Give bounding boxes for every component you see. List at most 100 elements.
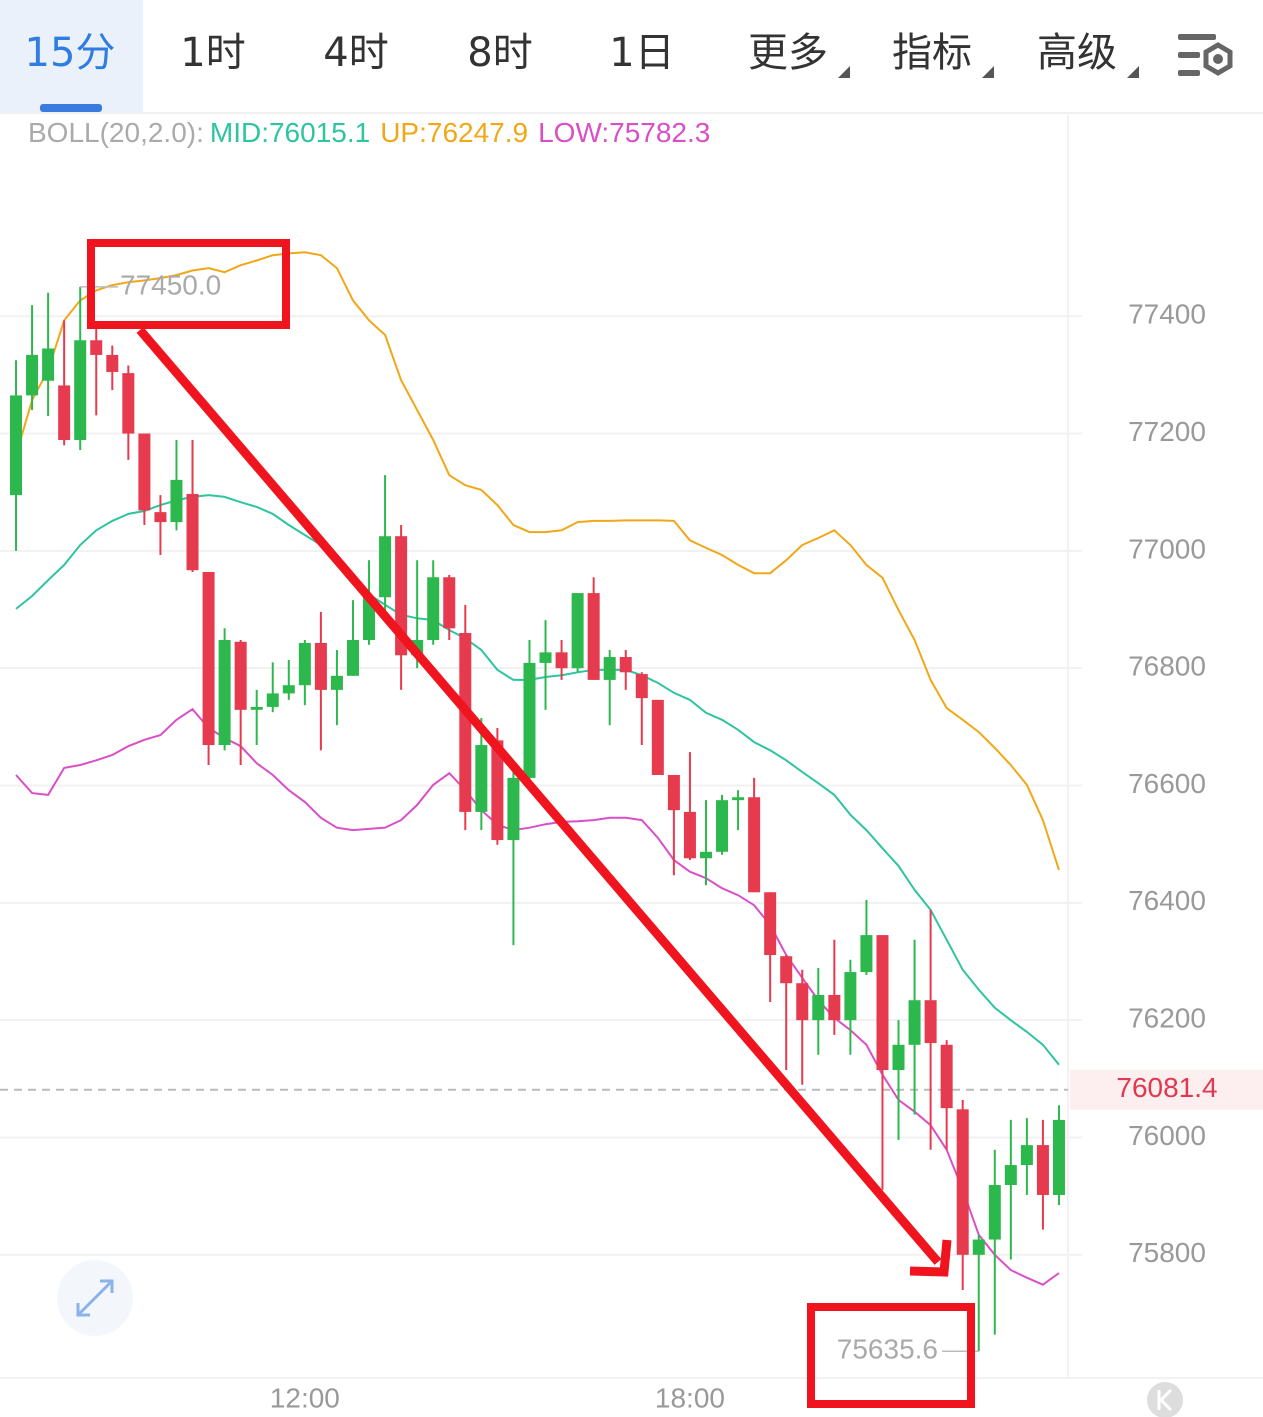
candle-body (780, 956, 793, 984)
candle-body (122, 373, 135, 434)
candle-body (314, 642, 327, 690)
candle-body (539, 652, 552, 663)
candle-body (988, 1185, 1001, 1240)
candle-body (748, 797, 761, 893)
candle-body (298, 642, 311, 686)
y-tick-label: 77200 (1128, 416, 1206, 447)
tab[interactable]: 更多 (748, 30, 828, 76)
candle-body (635, 674, 648, 699)
highlight-box (807, 1303, 975, 1408)
candle-body (138, 433, 151, 511)
active-tab-bg (0, 0, 143, 112)
candle-body (42, 348, 55, 381)
active-tab-indicator (40, 104, 102, 112)
tab[interactable]: 1日 (609, 30, 674, 76)
dropdown-caret (982, 66, 994, 78)
tab[interactable]: 8时 (467, 30, 532, 76)
tab[interactable]: 指标 (892, 30, 972, 76)
candle-body (603, 657, 616, 680)
y-tick-label: 76400 (1128, 885, 1206, 916)
boll-line (15, 707, 1060, 1286)
candle-body (475, 745, 488, 812)
settings-icon[interactable] (1178, 34, 1233, 76)
candle-body (764, 892, 777, 956)
candle-body (892, 1044, 905, 1071)
y-tick-label: 75800 (1128, 1237, 1206, 1268)
x-tick-label: 12:00 (270, 1382, 340, 1413)
candle-body (234, 641, 247, 710)
candle-body (1052, 1119, 1065, 1195)
x-tick-label: 18:00 (655, 1382, 725, 1413)
price-tag: 76081.4 (1116, 1072, 1217, 1103)
boll-line (15, 251, 1060, 871)
candle-body (699, 851, 712, 859)
tab[interactable]: 高级 (1037, 30, 1117, 76)
highlight-box (87, 239, 290, 329)
tab[interactable]: 15分 (25, 30, 116, 76)
zoom-button[interactable] (57, 1260, 133, 1336)
plot: 75800 76000 76200 76400 76600 76800 77000 77200… (0, 251, 1263, 1413)
candle-body (330, 675, 343, 690)
candle-body (346, 640, 359, 676)
candle-body (26, 354, 39, 396)
max-marker: 77450.0 (120, 269, 221, 300)
candle-body (571, 593, 584, 669)
candle-body (860, 935, 873, 973)
candle-body (379, 536, 392, 598)
candle-body (940, 1044, 953, 1109)
tab[interactable]: 4时 (323, 30, 388, 76)
candle-body (427, 577, 440, 641)
dropdown-caret (1127, 66, 1139, 78)
candle-body (1036, 1145, 1049, 1195)
legend-entry: UP:76247.9 (380, 117, 528, 148)
candle-body (1004, 1165, 1017, 1186)
candle-body (876, 935, 889, 1071)
candle-body (363, 597, 376, 641)
candle-body (507, 777, 520, 841)
y-tick-label: 76200 (1128, 1003, 1206, 1034)
candle-body (587, 593, 600, 680)
y-tick-label: 77000 (1128, 533, 1206, 564)
candle-body (218, 640, 231, 746)
price-tag-bg (1070, 1069, 1263, 1110)
tab-bar: 15分 1时 4时 8时 1日 更多 指标 高级 (0, 0, 1263, 114)
candle-body (651, 699, 664, 775)
candle-body (972, 1239, 985, 1255)
candle-body (90, 340, 103, 355)
candle-body (186, 493, 199, 571)
indicator-name: BOLL(20,2.0): (28, 117, 204, 148)
candle-body (74, 340, 87, 440)
annotations (87, 239, 975, 1408)
tab[interactable]: 1时 (180, 30, 245, 76)
dropdown-caret (838, 66, 850, 78)
legend-entry: LOW:75782.3 (538, 117, 710, 148)
y-tick-label: 77400 (1128, 299, 1206, 330)
candle-body (796, 983, 809, 1021)
candle-body (443, 577, 456, 629)
candle-body (828, 994, 841, 1021)
candle-body (924, 1000, 937, 1044)
candle-body (106, 354, 119, 372)
indicator-legend: BOLL(20,2.0): MID:76015.1 UP:76247.9 LOW:75… (28, 117, 710, 148)
candle-body (58, 385, 71, 440)
y-tick-label: 76800 (1128, 651, 1206, 682)
candle-body (956, 1109, 969, 1255)
y-tick-label: 76000 (1128, 1120, 1206, 1151)
candle-body (844, 972, 857, 1021)
candle-body (523, 662, 536, 778)
chart-logo (1147, 1382, 1183, 1417)
candle-body (266, 693, 279, 707)
candle-body (282, 685, 295, 694)
candle-body (250, 706, 263, 710)
candle-body (619, 657, 632, 673)
legend-entry: MID:76015.1 (210, 117, 370, 148)
candle-body (1020, 1145, 1033, 1166)
candle-body (202, 571, 215, 746)
y-tick-label: 76600 (1128, 768, 1206, 799)
candle-body (10, 395, 23, 496)
candle-body (154, 512, 167, 523)
candle-body (170, 479, 183, 523)
candle-body (491, 740, 504, 841)
